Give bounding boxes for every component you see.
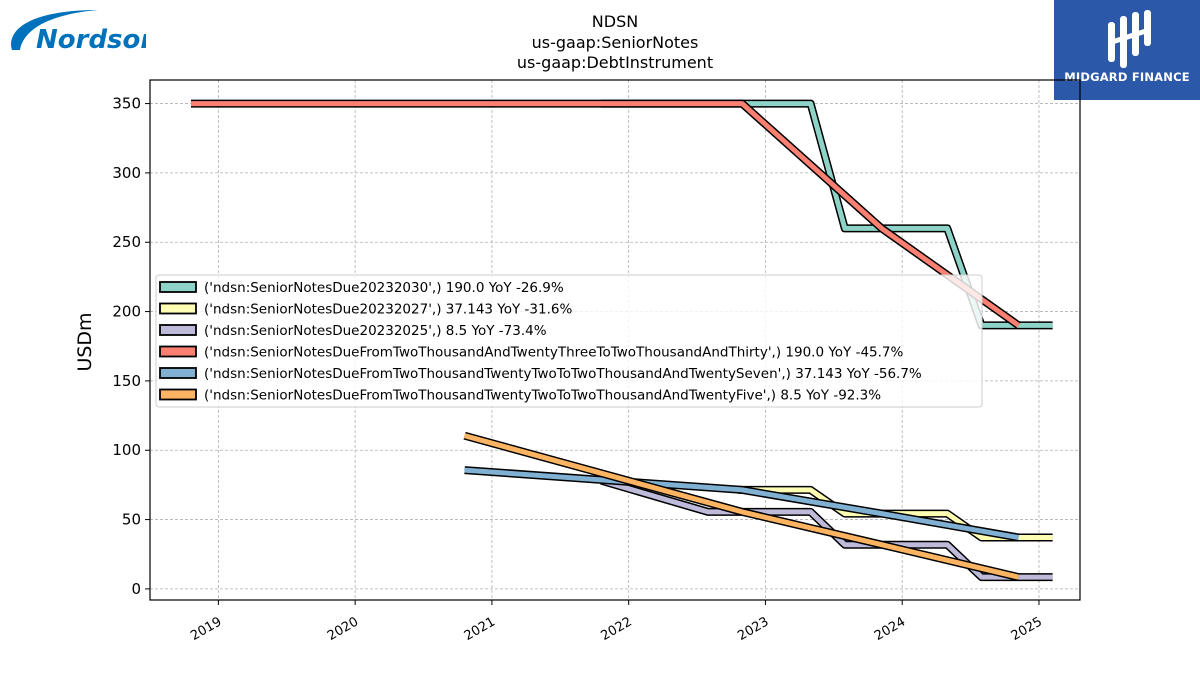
chart-title-line-3: us-gaap:DebtInstrument <box>517 53 713 72</box>
logo-swoosh-icon <box>11 10 98 50</box>
y-tick-label: 250 <box>112 233 141 251</box>
y-tick-label: 50 <box>122 511 141 529</box>
x-tick-label: 2022 <box>599 614 635 644</box>
legend-label: ('ndsn:SeniorNotesDueFromTwoThousandAndT… <box>204 345 904 361</box>
y-tick-label: 0 <box>131 580 141 598</box>
x-tick-label: 2023 <box>735 614 771 644</box>
chart-title-line-2: us-gaap:SeniorNotes <box>532 33 699 52</box>
series-path-5 <box>464 467 1019 540</box>
y-axis-ticks: 0 50 100 150 200 250 300 350 <box>112 95 150 598</box>
y-tick-label: 100 <box>112 441 141 459</box>
series-line-6 <box>463 431 1020 581</box>
x-axis-ticks: 2019 2020 2021 2022 2023 2024 2025 <box>188 600 1045 644</box>
legend-swatch <box>159 345 197 358</box>
series-line-5 <box>464 466 1020 542</box>
legend-swatch <box>159 324 197 336</box>
legend-label: ('ndsn:SeniorNotesDueFromTwoThousandTwen… <box>204 388 881 404</box>
x-tick-label: 2024 <box>872 614 908 644</box>
legend-label: ('ndsn:SeniorNotesDue20232027',) 37.143 … <box>204 302 572 318</box>
legend-label: ('ndsn:SeniorNotesDue20232030',) 190.0 Y… <box>204 280 564 296</box>
chart-title-line-1: NDSN <box>592 12 638 31</box>
plot-frame <box>149 79 1081 601</box>
legend-item-4: ('ndsn:SeniorNotesDueFromTwoThousandAndT… <box>159 345 904 361</box>
legend-label: ('ndsn:SeniorNotesDue20232025',) 8.5 YoY… <box>204 323 547 339</box>
y-tick-label: 150 <box>112 372 141 390</box>
nordson-logo-mark: Nordson <box>11 10 159 55</box>
x-tick-label: 2025 <box>1009 614 1045 644</box>
legend-item-6: ('ndsn:SeniorNotesDueFromTwoThousandTwen… <box>159 388 881 404</box>
legend: ('ndsn:SeniorNotesDue20232030',) 190.0 Y… <box>155 274 983 408</box>
legend-item-3: ('ndsn:SeniorNotesDue20232025',) 8.5 YoY… <box>159 323 547 339</box>
midgard-emblem-icon <box>1108 10 1151 68</box>
legend-swatch <box>159 302 197 315</box>
nordson-logo-text: Nordson <box>36 25 146 55</box>
x-tick-label: 2020 <box>325 614 361 644</box>
series-line-3 <box>600 476 1053 582</box>
legend-swatch <box>159 388 197 401</box>
y-tick-label: 350 <box>112 95 141 113</box>
x-tick-label: 2021 <box>462 614 498 644</box>
y-tick-label: 200 <box>112 303 141 321</box>
chart-title: NDSN us-gaap:SeniorNotes us-gaap:DebtIns… <box>517 12 713 72</box>
legend-swatch <box>159 367 197 379</box>
legend-item-2: ('ndsn:SeniorNotesDue20232027',) 37.143 … <box>159 302 572 318</box>
y-axis-label: USDm <box>74 312 96 371</box>
legend-label: ('ndsn:SeniorNotesDueFromTwoThousandTwen… <box>204 366 922 382</box>
series-outline-5 <box>464 466 1020 542</box>
legend-item-5: ('ndsn:SeniorNotesDueFromTwoThousandTwen… <box>159 366 922 382</box>
y-tick-label: 300 <box>112 164 141 182</box>
series-path-6 <box>463 433 1020 580</box>
legend-item-1: ('ndsn:SeniorNotesDue20232030',) 190.0 Y… <box>159 280 564 296</box>
series-path-3 <box>600 478 1053 580</box>
midgard-logo-text: MIDGARD FINANCE <box>1064 70 1190 84</box>
legend-box <box>155 274 983 408</box>
nordson-logo: Nordson <box>6 6 159 56</box>
x-tick-label: 2019 <box>188 614 224 644</box>
legend-swatch <box>159 281 197 293</box>
midgard-finance-logo: MIDGARD FINANCE <box>1054 0 1200 100</box>
